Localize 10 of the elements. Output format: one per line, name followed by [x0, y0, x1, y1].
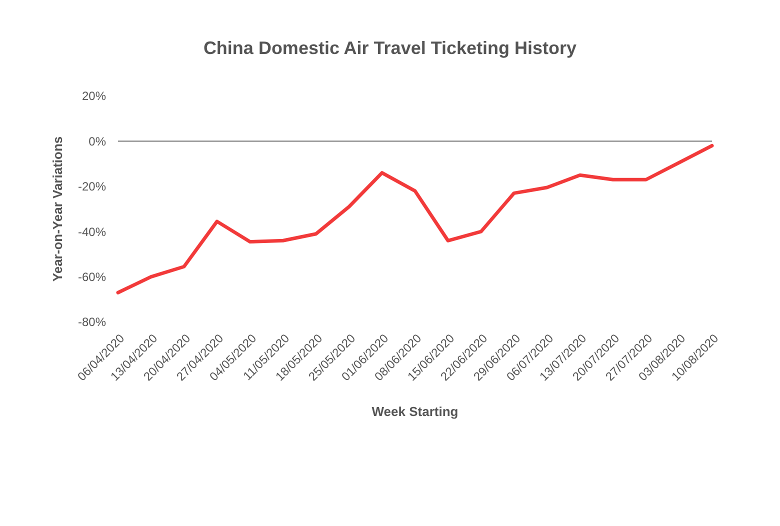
line-series: [116, 144, 714, 294]
y-tick-label: -60%: [78, 270, 106, 284]
y-tick-label: -20%: [78, 180, 106, 194]
y-tick-label: 0%: [88, 134, 106, 148]
y-axis-title: Year-on-Year Variations: [50, 136, 65, 282]
y-tick-label: -40%: [78, 224, 106, 239]
x-axis-title: Week Starting: [372, 404, 458, 419]
y-tick-label: -80%: [78, 315, 106, 330]
y-tick-label: 20%: [82, 89, 106, 104]
chart-title: China Domestic Air Travel Ticketing History: [203, 38, 577, 58]
